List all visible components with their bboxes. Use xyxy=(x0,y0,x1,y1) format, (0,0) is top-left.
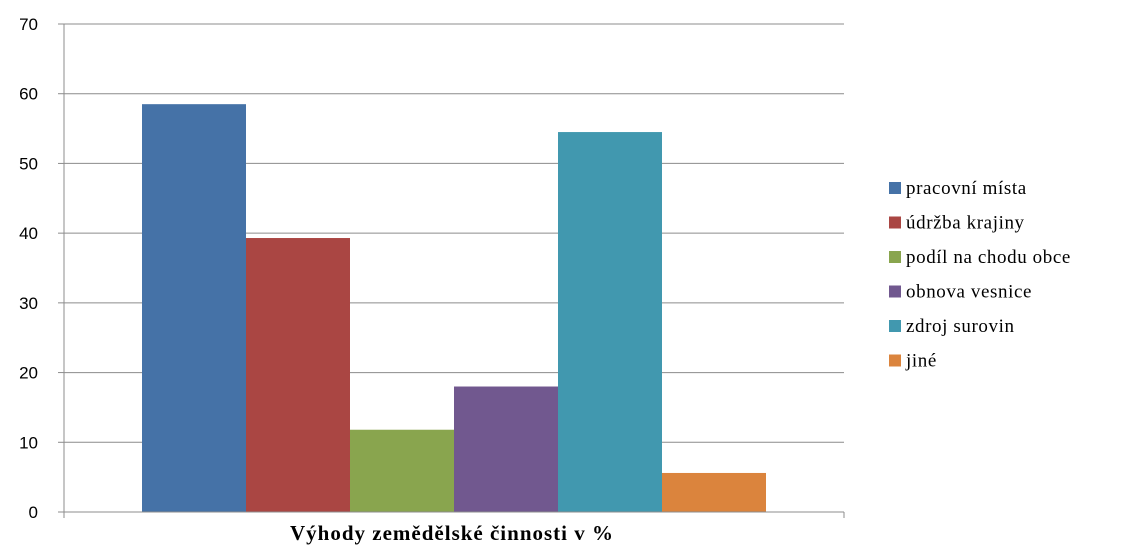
legend-label: pracovní místa xyxy=(906,178,1027,199)
legend-swatch xyxy=(889,182,901,194)
bar-jiné xyxy=(662,473,766,512)
y-tick-label: 0 xyxy=(29,503,38,522)
legend-swatch xyxy=(889,355,901,367)
y-tick-label: 40 xyxy=(19,224,38,243)
bars xyxy=(142,104,766,512)
legend-label: zdroj surovin xyxy=(906,316,1015,337)
legend-label: podíl na chodu obce xyxy=(906,247,1071,268)
y-tick-label: 30 xyxy=(19,294,38,313)
y-tick-label: 20 xyxy=(19,364,38,383)
x-axis-label: Výhody zemědělské činnosti v % xyxy=(290,521,614,545)
x-axis xyxy=(64,512,844,518)
legend-swatch xyxy=(889,286,901,298)
bar-podíl-na-chodu-obce xyxy=(350,430,454,512)
bar-pracovní-místa xyxy=(142,104,246,512)
legend-label: údržba krajiny xyxy=(906,213,1025,234)
legend-swatch xyxy=(889,251,901,263)
y-tick-label: 10 xyxy=(19,433,38,452)
legend-swatch xyxy=(889,320,901,332)
y-tick-label: 60 xyxy=(19,85,38,104)
legend-label: jiné xyxy=(905,351,937,372)
y-axis: 0 10 20 30 40 50 60 70 xyxy=(19,15,64,522)
bar-údržba-krajiny xyxy=(246,238,350,512)
legend-label: obnova vesnice xyxy=(906,282,1032,303)
legend-swatch xyxy=(889,217,901,229)
bar-zdroj-surovin xyxy=(558,132,662,512)
y-tick-label: 50 xyxy=(19,154,38,173)
legend: pracovní místa údržba krajiny podíl na cho… xyxy=(889,178,1071,372)
y-tick-label: 70 xyxy=(19,15,38,34)
bar-obnova-vesnice xyxy=(454,387,558,512)
